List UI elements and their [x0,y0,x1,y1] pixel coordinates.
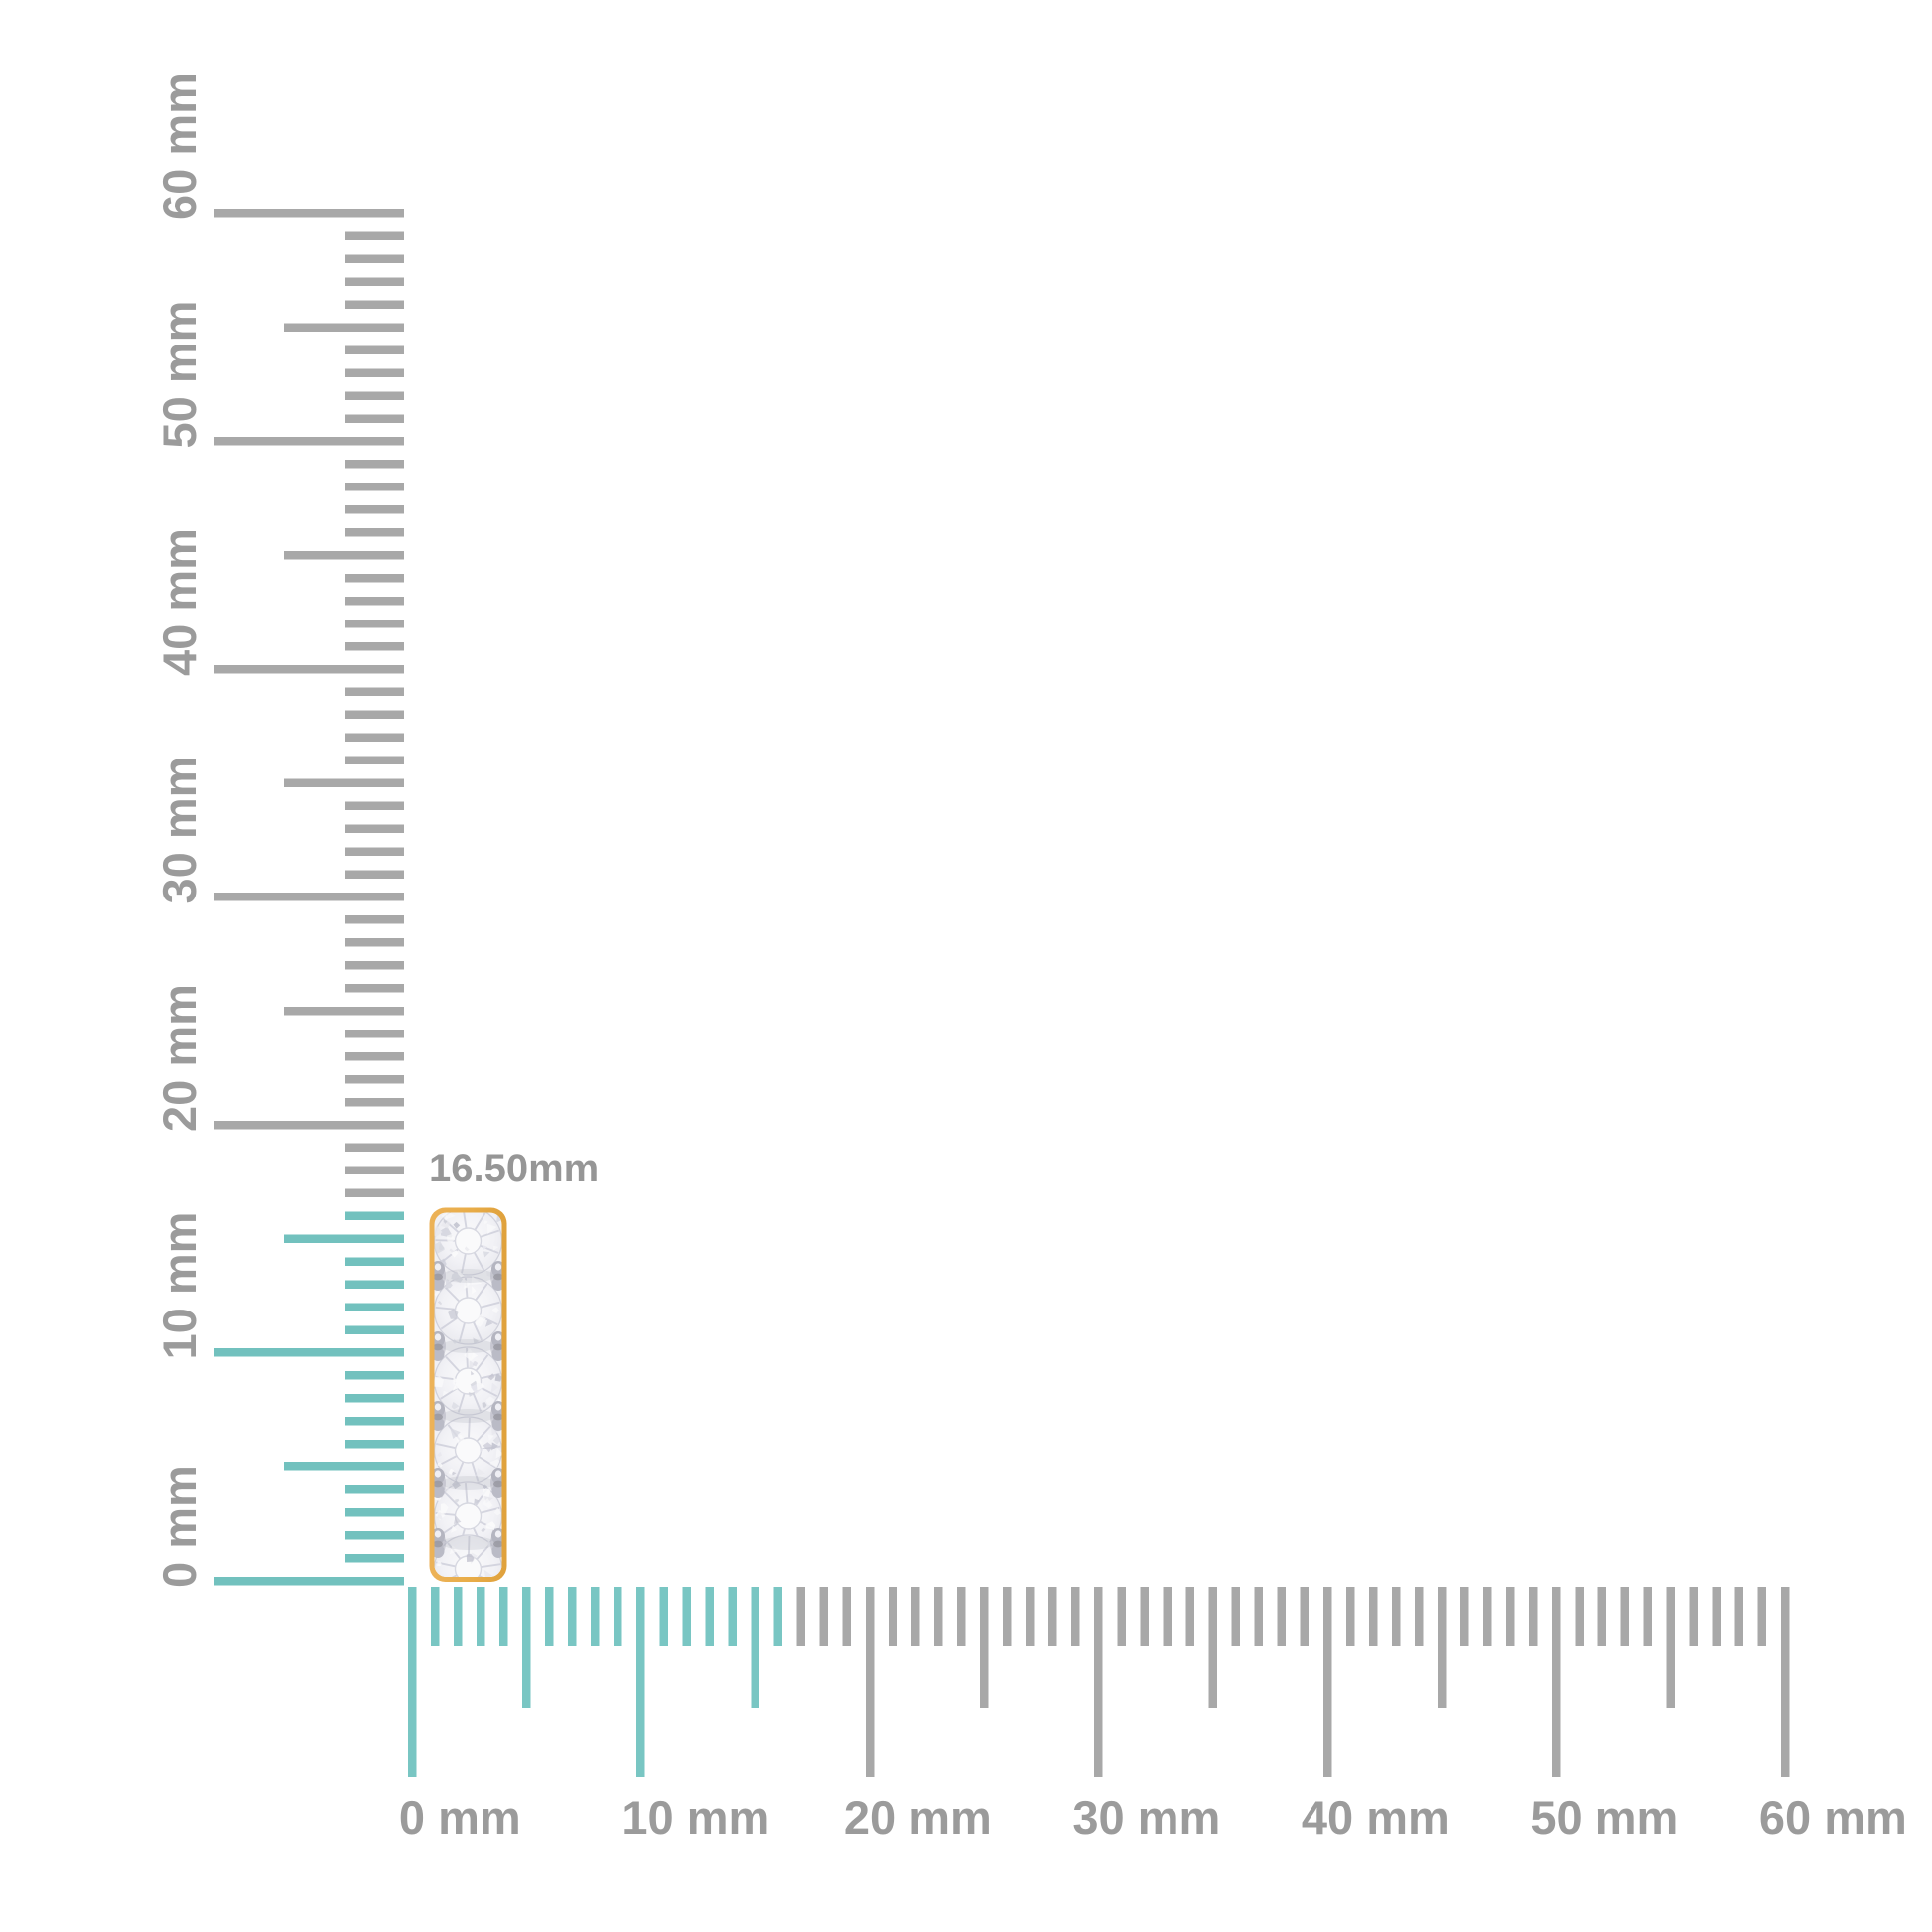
svg-text:16.50mm: 16.50mm [429,1147,599,1190]
svg-text:40 mm: 40 mm [1302,1791,1449,1844]
svg-text:20 mm: 20 mm [153,984,206,1132]
svg-text:50 mm: 50 mm [153,301,206,449]
svg-text:60 mm: 60 mm [1759,1791,1907,1844]
svg-text:30 mm: 30 mm [1072,1791,1220,1844]
svg-text:40 mm: 40 mm [153,528,206,676]
svg-text:30 mm: 30 mm [153,757,206,904]
svg-text:50 mm: 50 mm [1530,1791,1678,1844]
svg-text:60 mm: 60 mm [153,72,206,220]
svg-text:0 mm: 0 mm [153,1465,206,1587]
svg-text:10 mm: 10 mm [153,1212,206,1360]
svg-text:10 mm: 10 mm [621,1791,769,1844]
svg-text:0 mm: 0 mm [399,1791,521,1844]
svg-text:20 mm: 20 mm [844,1791,992,1844]
